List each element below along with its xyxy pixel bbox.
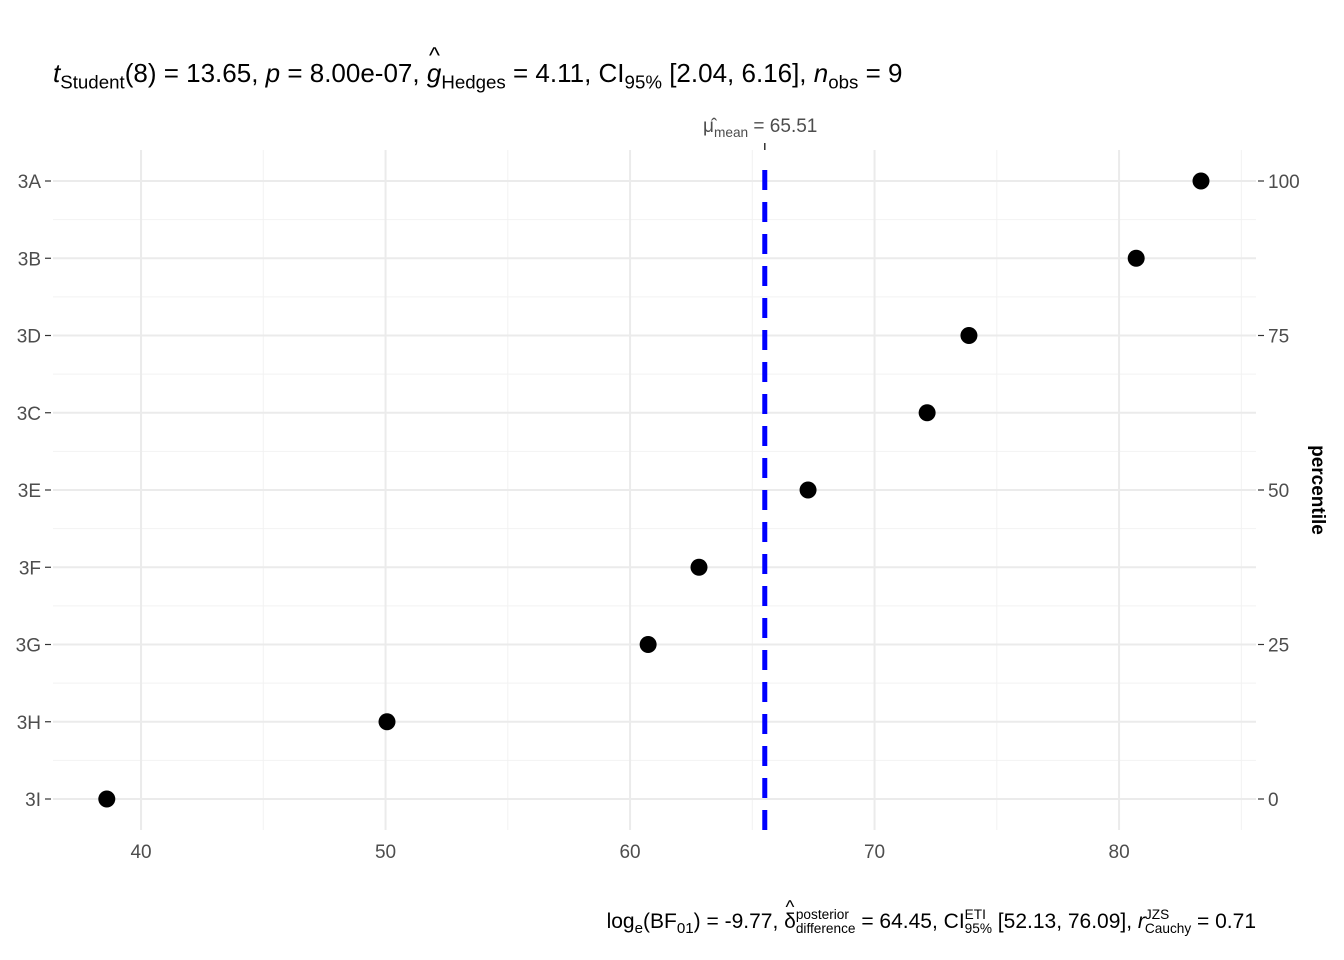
- title-g-val: = 4.11, CI: [505, 58, 625, 88]
- data-point-3A: [1192, 172, 1210, 190]
- caption-ci-val: [52.13, 76.09],: [991, 909, 1138, 933]
- y2-tick-label: 50: [1268, 481, 1289, 502]
- title-ci-sub: 95%: [624, 71, 662, 93]
- caption-r-scripts: JZS Cauchy: [1144, 907, 1192, 937]
- title-n-val: = 9: [858, 58, 903, 88]
- data-point-3F: [690, 558, 708, 576]
- data-point-3I: [98, 790, 116, 808]
- title-df: (8) = 13.65,: [124, 58, 266, 88]
- y-tick-label: 3G: [16, 636, 41, 657]
- x-tick-label: 70: [864, 842, 885, 863]
- chart-caption: loge(BF01) = -9.77, δposteriordifference…: [606, 897, 1256, 938]
- x-tick-label: 60: [619, 842, 640, 863]
- x-tick-label: 80: [1109, 842, 1130, 863]
- y-tick-label: 3B: [18, 249, 41, 270]
- caption-log-sub: e: [634, 920, 644, 938]
- y2-tick-label: 75: [1268, 327, 1289, 348]
- caption-delta: δ: [784, 897, 796, 934]
- caption-delta-scripts: posterior difference: [795, 907, 856, 937]
- y-tick-label: 3E: [18, 481, 41, 502]
- title-n: n: [813, 58, 829, 88]
- caption-r: r: [1137, 909, 1145, 933]
- caption-ci-sup: ETI: [964, 907, 986, 922]
- title-g-sub: Hedges: [441, 71, 506, 93]
- mean-label: μ̂mean = 65.51: [703, 116, 817, 140]
- caption-delta-sup: posterior: [795, 907, 849, 922]
- title-t-sub: Student: [60, 71, 125, 93]
- data-point-3D: [960, 327, 978, 344]
- y-tick-label: 3I: [25, 790, 41, 811]
- data-point-3E: [799, 481, 817, 499]
- x-tick-label: 50: [375, 842, 396, 863]
- caption-delta-val: = 64.45, CI: [855, 909, 965, 933]
- y-tick-label: 3F: [19, 558, 41, 579]
- mean-label-sub: mean: [713, 124, 749, 140]
- y-tick-label: 3C: [17, 404, 41, 425]
- y2-tick-label: 25: [1268, 636, 1289, 657]
- data-point-3B: [1127, 249, 1145, 267]
- y-tick-label: 3A: [18, 172, 42, 193]
- y2-axis-title: percentile: [1307, 445, 1328, 535]
- caption-r-val: = 0.71: [1191, 909, 1256, 933]
- title-g: g: [427, 42, 442, 89]
- title-p: p: [265, 58, 281, 88]
- y-tick-label: 3H: [17, 713, 41, 734]
- caption-bf-val: ) = -9.77,: [693, 909, 785, 933]
- caption-ci-sub: 95%: [964, 921, 992, 937]
- caption-log: log: [606, 909, 635, 933]
- title-n-sub: obs: [828, 71, 859, 93]
- data-point-3G: [639, 636, 657, 653]
- caption-bf-sub: 01: [676, 920, 694, 938]
- mean-label-mu: μ̂: [703, 116, 714, 137]
- caption-r-sup: JZS: [1144, 907, 1170, 922]
- y-tick-label: 3D: [17, 327, 41, 348]
- data-point-3C: [918, 404, 936, 422]
- title-ci-val: [2.04, 6.16],: [661, 58, 814, 88]
- mean-label-val: = 65.51: [748, 116, 818, 137]
- title-t: t: [53, 58, 61, 88]
- data-point-3H: [378, 713, 396, 731]
- y2-tick-label: 100: [1268, 172, 1300, 193]
- caption-bf: (BF: [643, 909, 677, 933]
- title-p-val: = 8.00e-07,: [280, 58, 427, 88]
- x-tick-label: 40: [130, 842, 151, 863]
- chart-title: tStudent(8) = 13.65, p = 8.00e-07, gHedg…: [53, 42, 903, 94]
- caption-ci-scripts: ETI 95%: [964, 907, 992, 937]
- caption-delta-sub: difference: [795, 921, 856, 937]
- caption-r-sub: Cauchy: [1144, 921, 1192, 937]
- y2-tick-label: 0: [1268, 790, 1279, 811]
